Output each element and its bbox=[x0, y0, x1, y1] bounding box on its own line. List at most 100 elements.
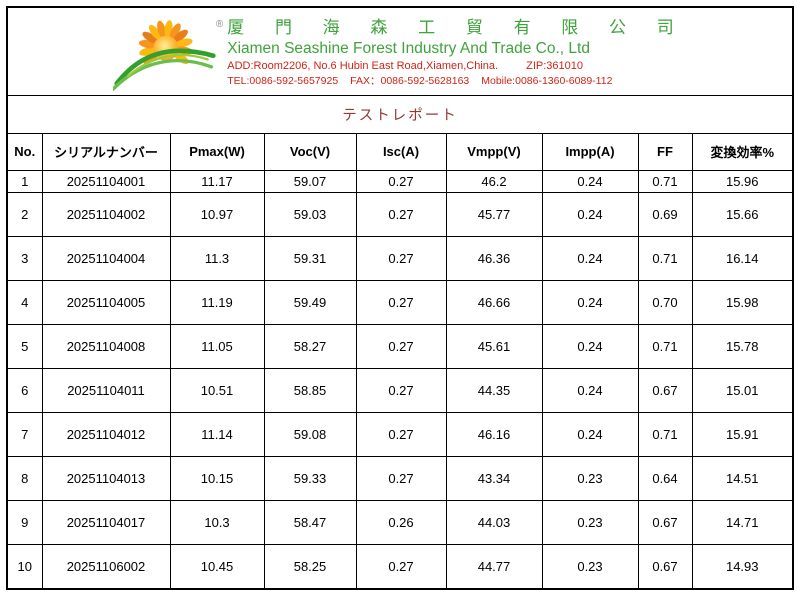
table-cell: 59.03 bbox=[263, 191, 357, 237]
table-body: 1 20251104001 11.17 59.07 0.27 46.2 0.24 0.71 15… bbox=[8, 169, 792, 588]
table-cell: 44.77 bbox=[445, 543, 543, 588]
table-cell: 5 bbox=[8, 323, 43, 369]
table-cell: 58.27 bbox=[263, 323, 357, 369]
table-cell: 59.49 bbox=[263, 279, 357, 325]
report-table: No. シリアルナンバー Pmax(W) Voc(V) Isc(A) Vmpp(V) Imp… bbox=[8, 134, 792, 588]
table-cell: 11.05 bbox=[169, 323, 265, 369]
column-header-3: Voc(V) bbox=[263, 134, 357, 171]
table-cell: 0.27 bbox=[355, 455, 447, 501]
table-cell: 0.23 bbox=[541, 455, 639, 501]
address-text: ADD:Room2206, No.6 Hubin East Road,Xiame… bbox=[227, 59, 499, 72]
table-cell: 0.67 bbox=[637, 367, 693, 413]
registered-trademark-icon: ® bbox=[215, 18, 224, 30]
table-row: 10 20251106002 10.45 58.25 0.27 44.77 0.23 0.67… bbox=[8, 543, 792, 588]
column-header-1: シリアルナンバー bbox=[41, 134, 171, 171]
table-cell: 0.27 bbox=[355, 543, 447, 588]
table-cell: 2 bbox=[8, 191, 43, 237]
sun-swoosh-logo-icon bbox=[111, 19, 216, 91]
table-cell: 16.14 bbox=[691, 235, 792, 281]
table-cell: 7 bbox=[8, 411, 43, 457]
table-cell: 58.25 bbox=[263, 543, 357, 588]
report-page: ® 厦 門 海 森 工 貿 有 限 公 司 Xiamen Seashine Fo… bbox=[6, 6, 794, 590]
company-name-english: Xiamen Seashine Forest Industry And Trad… bbox=[227, 39, 590, 57]
column-header-7: FF bbox=[637, 134, 693, 171]
table-cell: 14.71 bbox=[691, 499, 792, 545]
table-cell: 0.24 bbox=[541, 191, 639, 237]
table-cell: 0.69 bbox=[637, 191, 693, 237]
table-row: 7 20251104012 11.14 59.08 0.27 46.16 0.24 0.71 1… bbox=[8, 411, 792, 457]
table-cell: 15.01 bbox=[691, 367, 792, 413]
table-row: 5 20251104008 11.05 58.27 0.27 45.61 0.24 0.71 1… bbox=[8, 323, 792, 369]
table-row: 4 20251104005 11.19 59.49 0.27 46.66 0.24 0.70 1… bbox=[8, 279, 792, 325]
company-name-chinese: 厦 門 海 森 工 貿 有 限 公 司 bbox=[227, 17, 687, 37]
table-cell: 10.15 bbox=[169, 455, 265, 501]
table-cell: 0.27 bbox=[355, 235, 447, 281]
table-cell: 0.71 bbox=[637, 323, 693, 369]
tel-text: TEL:0086-592-5657925 bbox=[227, 74, 339, 87]
table-cell: 20251104011 bbox=[41, 367, 171, 413]
table-cell: 0.27 bbox=[355, 279, 447, 325]
table-cell: 0.64 bbox=[637, 455, 693, 501]
table-cell: 4 bbox=[8, 279, 43, 325]
table-cell: 10.97 bbox=[169, 191, 265, 237]
table-cell: 20251104017 bbox=[41, 499, 171, 545]
table-cell: 15.98 bbox=[691, 279, 792, 325]
company-address-line: ADD:Room2206, No.6 Hubin East Road,Xiame… bbox=[227, 59, 687, 74]
table-cell: 20251104005 bbox=[41, 279, 171, 325]
table-cell: 0.71 bbox=[637, 235, 693, 281]
table-cell: 45.61 bbox=[445, 323, 543, 369]
table-cell: 15.66 bbox=[691, 191, 792, 237]
table-cell: 8 bbox=[8, 455, 43, 501]
column-header-6: Impp(A) bbox=[541, 134, 639, 171]
table-cell: 44.35 bbox=[445, 367, 543, 413]
table-cell: 59.31 bbox=[263, 235, 357, 281]
table-row: 3 20251104004 11.3 59.31 0.27 46.36 0.24 0.71 16… bbox=[8, 235, 792, 281]
table-cell: 10.3 bbox=[169, 499, 265, 545]
company-info: 厦 門 海 森 工 貿 有 限 公 司 Xiamen Seashine Fore… bbox=[227, 16, 687, 88]
table-cell: 6 bbox=[8, 367, 43, 413]
table-cell: 46.2 bbox=[445, 169, 543, 193]
table-cell: 45.77 bbox=[445, 191, 543, 237]
table-cell: 11.3 bbox=[169, 235, 265, 281]
table-row: 2 20251104002 10.97 59.03 0.27 45.77 0.24 0.69 1… bbox=[8, 191, 792, 237]
table-cell: 11.17 bbox=[169, 169, 265, 193]
table-cell: 46.16 bbox=[445, 411, 543, 457]
table-cell: 9 bbox=[8, 499, 43, 545]
table-cell: 46.36 bbox=[445, 235, 543, 281]
table-cell: 0.67 bbox=[637, 543, 693, 588]
column-header-0: No. bbox=[8, 134, 43, 171]
table-row: 6 20251104011 10.51 58.85 0.27 44.35 0.24 0.67 1… bbox=[8, 367, 792, 413]
table-cell: 0.24 bbox=[541, 279, 639, 325]
company-logo: ® bbox=[111, 11, 224, 93]
column-header-8: 変換効率% bbox=[691, 134, 792, 171]
table-cell: 20251104012 bbox=[41, 411, 171, 457]
column-header-2: Pmax(W) bbox=[169, 134, 265, 171]
fax-text: FAX：0086-592-5628163 bbox=[350, 74, 470, 87]
table-cell: 14.93 bbox=[691, 543, 792, 588]
table-cell: 0.27 bbox=[355, 411, 447, 457]
table-cell: 0.24 bbox=[541, 323, 639, 369]
table-cell: 10 bbox=[8, 543, 43, 588]
table-cell: 15.78 bbox=[691, 323, 792, 369]
table-cell: 20251104002 bbox=[41, 191, 171, 237]
table-cell: 11.19 bbox=[169, 279, 265, 325]
table-cell: 0.27 bbox=[355, 191, 447, 237]
table-row: 1 20251104001 11.17 59.07 0.27 46.2 0.24 0.71 15… bbox=[8, 169, 792, 193]
table-cell: 59.08 bbox=[263, 411, 357, 457]
report-title: テストレポート bbox=[8, 96, 792, 134]
table-cell: 0.24 bbox=[541, 367, 639, 413]
letterhead: ® 厦 門 海 森 工 貿 有 限 公 司 Xiamen Seashine Fo… bbox=[8, 8, 792, 96]
table-cell: 0.70 bbox=[637, 279, 693, 325]
company-contact-line: TEL:0086-592-5657925 FAX：0086-592-562816… bbox=[227, 74, 687, 88]
zip-text: ZIP:361010 bbox=[526, 59, 583, 72]
table-cell: 58.47 bbox=[263, 499, 357, 545]
table-cell: 15.96 bbox=[691, 169, 792, 193]
column-header-5: Vmpp(V) bbox=[445, 134, 543, 171]
table-cell: 0.23 bbox=[541, 543, 639, 588]
table-cell: 3 bbox=[8, 235, 43, 281]
table-cell: 0.27 bbox=[355, 169, 447, 193]
table-cell: 46.66 bbox=[445, 279, 543, 325]
table-cell: 14.51 bbox=[691, 455, 792, 501]
table-cell: 59.33 bbox=[263, 455, 357, 501]
table-cell: 20251106002 bbox=[41, 543, 171, 588]
